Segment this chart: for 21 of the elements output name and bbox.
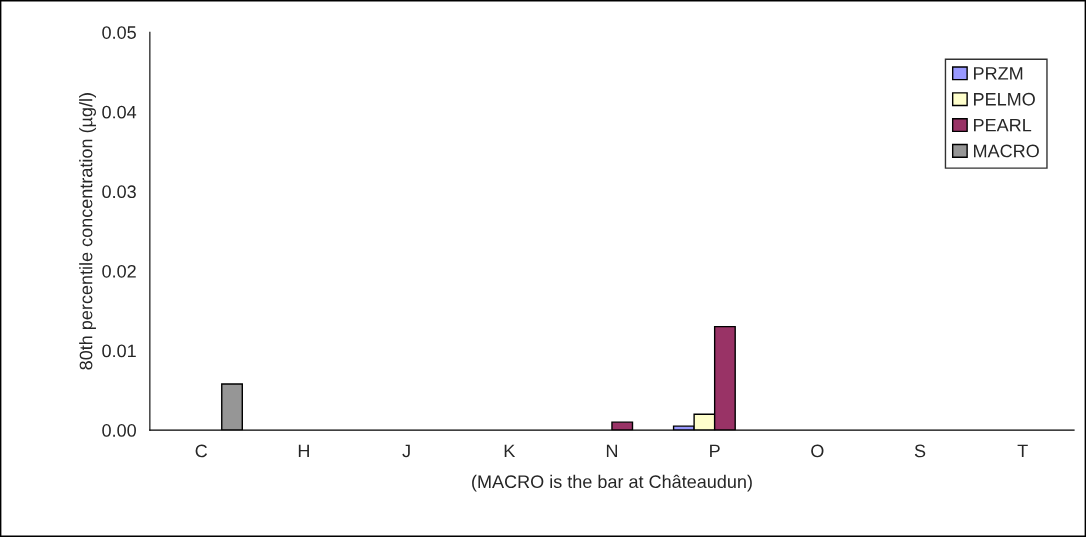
x-axis-title: (MACRO is the bar at Châteaudun) [472, 474, 752, 492]
x-tick-label: K [504, 444, 516, 458]
x-tick-label: C [195, 444, 208, 458]
legend-label: PRZM [974, 67, 1023, 80]
y-tick-label: 0.05 [102, 26, 136, 39]
x-tick-label: T [1017, 444, 1028, 458]
y-tick-label: 0.03 [102, 185, 136, 199]
y-tick-label: 0.04 [102, 105, 137, 119]
legend-label: MACRO [974, 144, 1039, 158]
x-tick-label: H [298, 444, 309, 458]
x-tick-label: O [811, 444, 824, 458]
x-tick-label: P [710, 444, 720, 458]
legend-label: PEARL [974, 118, 1032, 132]
y-tick-label: 0.00 [102, 424, 136, 437]
y-tick-label: 0.01 [102, 344, 136, 358]
legend-label: PELMO [974, 92, 1035, 106]
x-tick-label: J [402, 444, 410, 458]
y-tick-label: 0.02 [102, 264, 136, 278]
x-tick-label: N [606, 444, 618, 458]
x-tick-label: S [914, 444, 926, 458]
y-axis-title: 80th percentile concentration (µg/l) [79, 93, 96, 370]
